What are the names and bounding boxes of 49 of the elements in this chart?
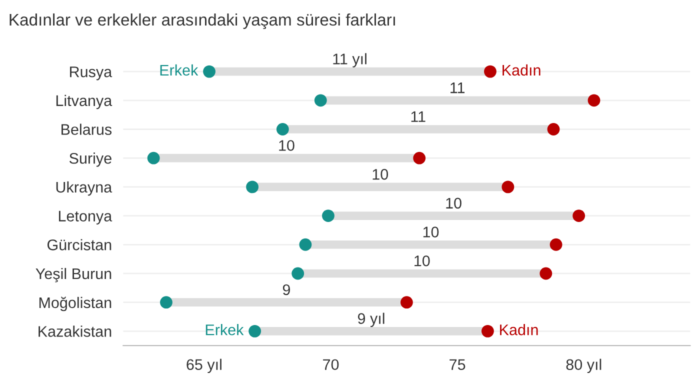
annotation: 10: [279, 140, 294, 151]
annotation: 10: [423, 226, 439, 238]
annotation: 11: [411, 111, 426, 122]
point: [413, 152, 426, 164]
point: [400, 296, 413, 309]
annotation: 11 yıl: [333, 53, 366, 68]
point: [547, 123, 560, 136]
y-tick-label: Kazakistan: [38, 326, 112, 337]
y-tick-label: Gürcistan: [47, 239, 112, 250]
point: [502, 180, 514, 194]
point: [276, 123, 289, 136]
point: [484, 65, 496, 78]
x-tick-label: 70: [323, 359, 339, 370]
annotation: 10: [372, 168, 388, 180]
chart-title: Kadınlar ve erkekler arasındaki yaşam süresi farkları: [10, 13, 395, 30]
point: [540, 267, 552, 280]
point: [314, 94, 327, 107]
point: [248, 324, 262, 338]
point: [550, 238, 562, 251]
point: [246, 180, 259, 194]
point: [292, 267, 304, 280]
point: [481, 324, 494, 338]
annotation: 11: [450, 82, 465, 94]
y-tick-label: Ukrayna: [56, 181, 112, 196]
y-tick-label: Belarus: [62, 124, 112, 135]
annotation: 10: [446, 198, 462, 209]
y-tick-label: Rusya: [70, 66, 112, 80]
y-tick-label: Moğolistan: [39, 296, 112, 312]
y-tick-label: Letonya: [58, 210, 112, 224]
text: Erkek: [206, 324, 244, 336]
x-tick-label: 65 yıl: [186, 358, 222, 374]
point: [322, 210, 334, 222]
annotation: 10: [414, 255, 430, 266]
x-tick-label: 75: [450, 359, 466, 370]
point: [160, 296, 172, 309]
point: [572, 210, 586, 222]
y-tick-label: Litvanya: [56, 94, 112, 110]
text: Kadın: [502, 64, 540, 76]
series-label: Kadın: [500, 324, 538, 336]
point: [588, 94, 600, 107]
annotation: 9: [282, 284, 290, 296]
point: [203, 65, 216, 78]
series-label: Erkek: [160, 64, 198, 76]
y-tick-label: Yeşil Burun: [36, 268, 112, 282]
point: [299, 238, 312, 251]
x-tick-label: 80 yıl: [566, 358, 602, 374]
y-tick-label: Suriye: [69, 152, 112, 167]
point: [147, 152, 160, 164]
annotation: 9 yıl: [358, 312, 384, 328]
